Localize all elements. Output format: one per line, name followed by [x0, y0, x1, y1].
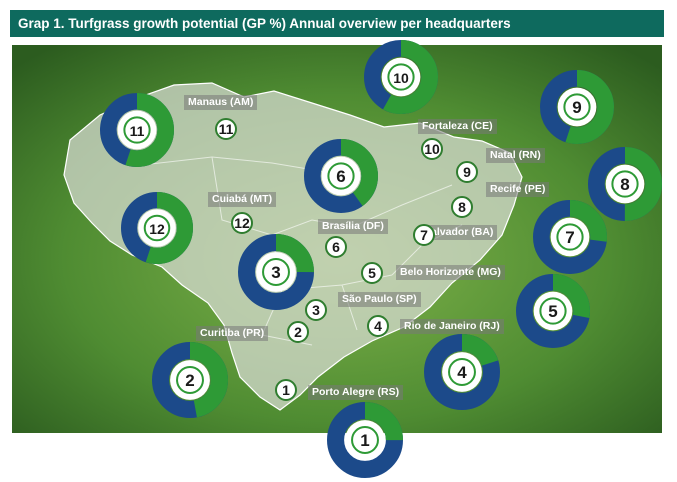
donut-label: 1 [360, 431, 369, 450]
marker-3[interactable]: 3 [305, 299, 327, 321]
label-natal: Natal (RN) [486, 148, 545, 163]
donut-green-segment [587, 146, 662, 221]
donut-green-segment [532, 199, 607, 274]
donut-label: 4 [457, 363, 467, 382]
marker-10[interactable]: 10 [421, 138, 443, 160]
donut-green-segment [539, 69, 614, 144]
label-rio-de-janeiro: Rio de Janeiro (RJ) [400, 319, 504, 334]
marker-1[interactable]: 1 [275, 379, 297, 401]
donut-green-segment [238, 233, 315, 310]
chart-title: Grap 1. Turfgrass growth potential (GP %… [10, 10, 664, 37]
donut-label: 6 [336, 167, 345, 186]
donut-8: 8 [587, 146, 663, 221]
label-sao-paulo: São Paulo (SP) [338, 292, 421, 307]
donut-label: 9 [572, 98, 581, 117]
donut-green-segment [121, 191, 194, 264]
donut-10: 10 [364, 39, 439, 114]
marker-8[interactable]: 8 [451, 196, 473, 218]
marker-12[interactable]: 12 [231, 212, 253, 234]
donut-9: 9 [539, 69, 615, 144]
donut-green-segment [326, 402, 403, 479]
label-fortaleza: Fortaleza (CE) [418, 119, 497, 134]
marker-11[interactable]: 11 [215, 118, 237, 140]
label-cuiaba: Cuiabá (MT) [208, 192, 277, 207]
donut-label: 8 [620, 175, 629, 194]
label-belo-horizonte: Belo Horizonte (MG) [396, 265, 505, 280]
donut-7: 7 [532, 199, 608, 274]
label-manaus: Manaus (AM) [184, 95, 258, 110]
marker-7[interactable]: 7 [413, 224, 435, 246]
donut-green-segment [423, 334, 500, 411]
donut-4: 4 [423, 333, 500, 411]
donut-6: 6 [303, 138, 379, 213]
marker-2[interactable]: 2 [287, 321, 309, 343]
donut-label: 2 [185, 371, 194, 390]
donut-2: 2 [151, 341, 229, 418]
donut-label: 7 [565, 228, 574, 247]
label-recife: Recife (PE) [486, 182, 550, 197]
marker-9[interactable]: 9 [456, 161, 478, 183]
donut-green-segment [303, 138, 378, 213]
label-curitiba: Curitiba (PR) [196, 326, 269, 341]
donut-12: 12 [121, 191, 194, 265]
donut-green-segment [99, 93, 174, 168]
donut-label: 11 [130, 123, 145, 139]
donut-3: 3 [238, 233, 315, 311]
donut-label: 10 [393, 70, 409, 86]
donut-label: 12 [149, 221, 165, 237]
marker-6[interactable]: 6 [325, 236, 347, 258]
label-porto-alegre: Porto Alegre (RS) [308, 385, 404, 400]
label-salvador: Salvador (BA) [420, 225, 498, 240]
donut-green-segment [151, 341, 228, 418]
label-brasilia: Brasília (DF) [318, 219, 388, 234]
donut-1: 1 [326, 401, 403, 479]
donut-green-segment [516, 273, 591, 348]
donut-green-segment [364, 39, 438, 114]
marker-4[interactable]: 4 [367, 315, 389, 337]
donut-11: 11 [99, 92, 174, 168]
donut-5: 5 [516, 273, 591, 349]
donut-label: 3 [271, 263, 280, 282]
marker-5[interactable]: 5 [361, 262, 383, 284]
donut-label: 5 [548, 302, 557, 321]
